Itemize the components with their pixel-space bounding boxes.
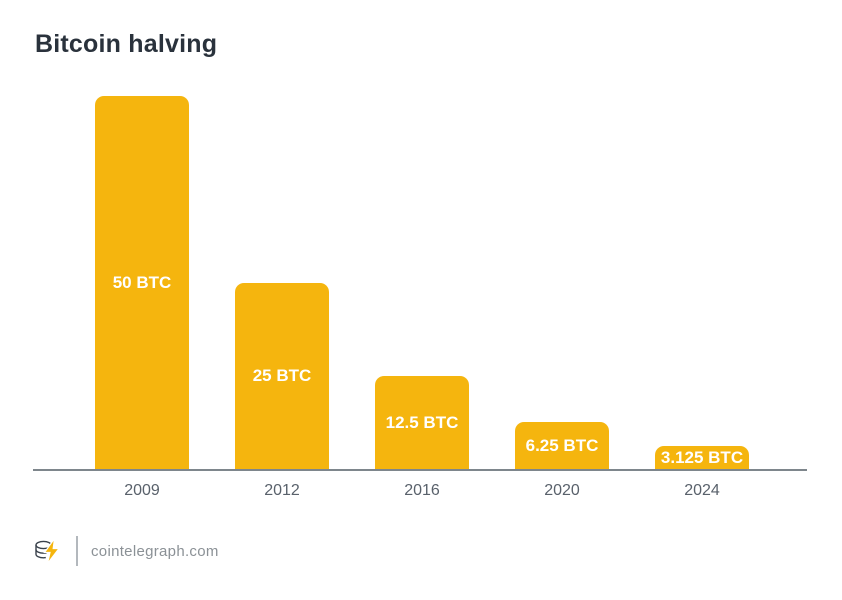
bar-value-label: 6.25 BTC — [525, 436, 599, 456]
x-tick-label: 2024 — [684, 482, 720, 499]
bar-value-label: 25 BTC — [252, 366, 312, 386]
bar-column-2016: 12.5 BTC — [375, 96, 469, 469]
bar-2016: 12.5 BTC — [375, 375, 469, 469]
x-tick-label: 2020 — [544, 482, 580, 499]
bar-value-label: 3.125 BTC — [660, 447, 744, 467]
bar-value-label: 50 BTC — [112, 273, 172, 292]
x-axis-labels: 2009 2012 2016 2020 2024 — [33, 482, 807, 500]
cointelegraph-coin-stack-lightning-icon — [33, 536, 63, 566]
x-tick-label: 2016 — [404, 482, 440, 499]
x-tick-label: 2009 — [124, 482, 160, 499]
footer-divider — [76, 536, 78, 566]
bar-column-2024: 3.125 BTC — [655, 96, 749, 469]
chart-title: Bitcoin halving — [35, 30, 218, 58]
footer-brand-text: cointelegraph.com — [91, 542, 219, 560]
bars-row: 50 BTC 25 BTC 12.5 BTC 6.25 BTC 3.125 BTC — [33, 96, 807, 469]
bar-2009: 50 BTC — [95, 96, 189, 469]
bar-2012: 25 BTC — [235, 282, 329, 469]
bar-column-2020: 6.25 BTC — [515, 96, 609, 469]
bar-column-2012: 25 BTC — [235, 96, 329, 469]
bar-column-2009: 50 BTC — [95, 96, 189, 469]
bar-2024: 3.125 BTC — [655, 445, 749, 469]
bar-value-label: 12.5 BTC — [385, 412, 459, 432]
footer: cointelegraph.com — [33, 536, 219, 566]
x-tick-label: 2012 — [264, 482, 300, 499]
bar-2020: 6.25 BTC — [515, 422, 609, 469]
x-axis-line — [33, 469, 807, 471]
